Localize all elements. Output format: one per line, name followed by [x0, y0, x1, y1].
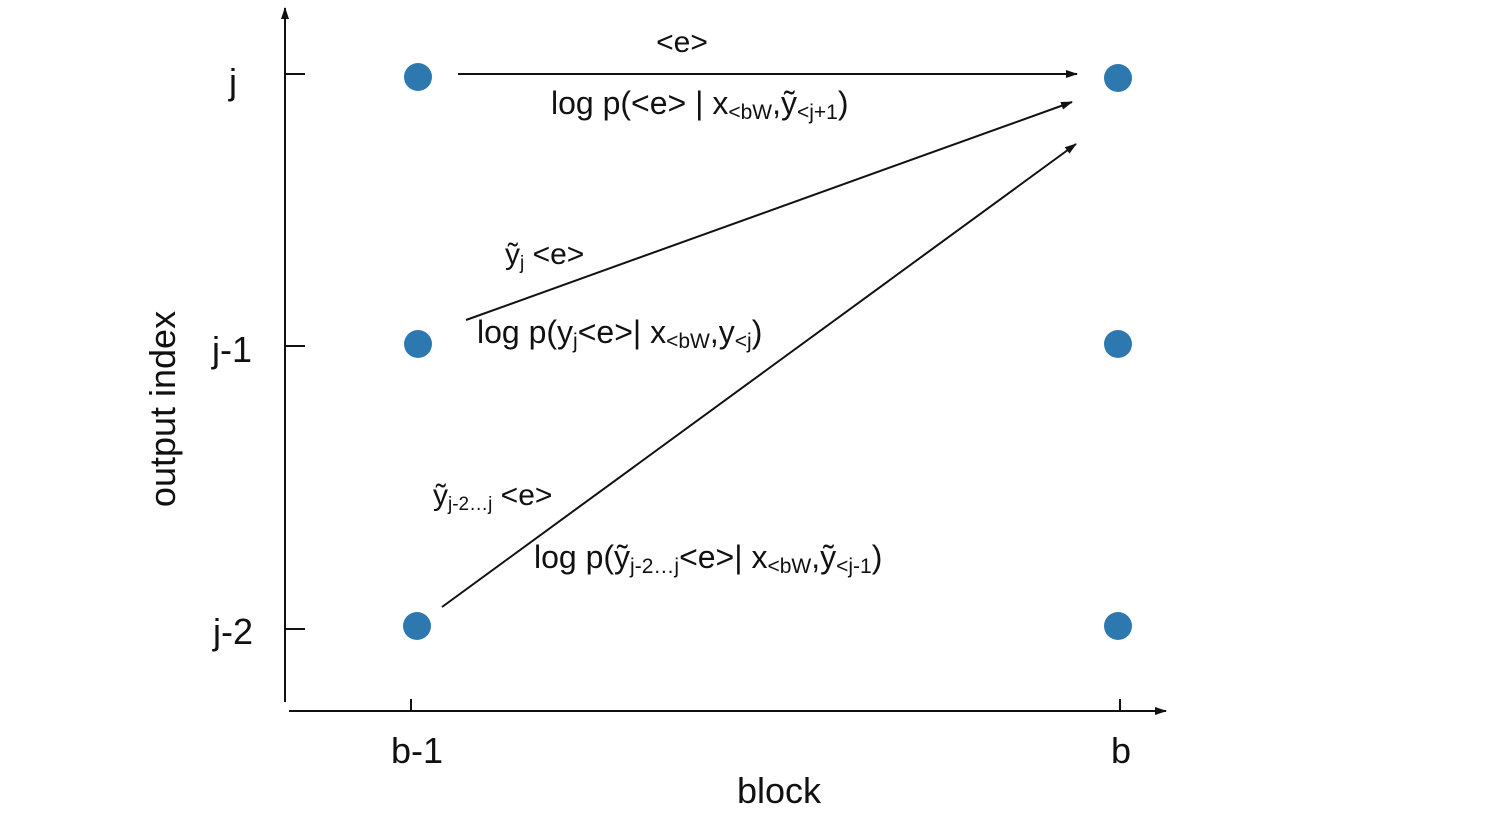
logp-label-j-1-sub3: <j — [735, 330, 752, 353]
logp-label-j-2: log p(ỹj-2…j<e>| x<bW,ỹ<j-1) — [534, 539, 882, 578]
logp-label-j-mid: ,ỹ — [772, 85, 797, 121]
node-b-1-j — [404, 63, 432, 91]
token-label-j: <e> — [656, 26, 708, 59]
logp-label-j-2-prefix: log p(ỹ — [534, 539, 630, 575]
y-tick-label-j: j — [228, 61, 237, 102]
logp-label-j-2-suffix: ) — [872, 539, 883, 575]
node-b-j — [1104, 64, 1132, 92]
logp-label-j-sub1: <bW — [728, 101, 772, 124]
transition-arrow-j-1 — [465, 101, 1073, 321]
transition-arrow-j-2 — [441, 143, 1077, 608]
x-axis-title: block — [737, 770, 822, 811]
logp-label-j-2-mid2: ,ỹ — [811, 539, 836, 575]
logp-label-j-1-suffix: ) — [752, 314, 763, 350]
token-label-j-2-sub: j-2…j — [447, 494, 492, 515]
token-label-j-1-base: ỹ — [505, 238, 520, 271]
logp-label-j-1-sub1: j — [572, 330, 578, 353]
node-b-j-2 — [1104, 612, 1132, 640]
y-tick-label-j-1: j-1 — [211, 329, 252, 370]
logp-label-j: log p(<e> | x<bW,ỹ<j+1) — [551, 85, 849, 124]
logp-label-j-1: log p(yj<e>| x<bW,y<j) — [477, 314, 762, 353]
logp-label-j-1-mid1: <e>| x — [578, 314, 666, 350]
logp-label-j-2-sub2: <bW — [767, 555, 811, 578]
node-b-j-1 — [1104, 330, 1132, 358]
logp-label-j-2-sub3: <j-1 — [836, 555, 872, 578]
y-axis-title: output index — [142, 311, 183, 507]
x-tick-label-b: b — [1111, 730, 1131, 771]
logp-label-j-1-prefix: log p(y — [477, 314, 573, 350]
logp-label-j-prefix: log p(<e> | x — [551, 85, 728, 121]
logp-label-j-suffix: ) — [838, 85, 849, 121]
logp-label-j-2-sub1: j-2…j — [629, 555, 679, 578]
y-tick-label-j-2: j-2 — [212, 611, 253, 652]
x-tick-label-b-1: b-1 — [391, 730, 443, 771]
token-label-j-2: ỹj-2…j <e> — [433, 479, 552, 515]
token-label-j-text: <e> — [656, 26, 708, 59]
logp-label-j-2-mid1: <e>| x — [679, 539, 767, 575]
token-label-j-1-rest: <e> — [524, 238, 584, 271]
logp-label-j-1-sub2: <bW — [666, 330, 710, 353]
node-b-1-j-2 — [403, 612, 431, 640]
token-label-j-1-sub: j — [519, 253, 524, 274]
logp-label-j-sub2: <j+1 — [797, 101, 838, 124]
node-b-1-j-1 — [404, 330, 432, 358]
token-label-j-2-rest: <e> — [492, 479, 552, 512]
token-label-j-2-base: ỹ — [433, 479, 448, 512]
token-label-j-1: ỹj <e> — [505, 238, 584, 274]
logp-label-j-1-mid2: ,y — [710, 314, 735, 350]
